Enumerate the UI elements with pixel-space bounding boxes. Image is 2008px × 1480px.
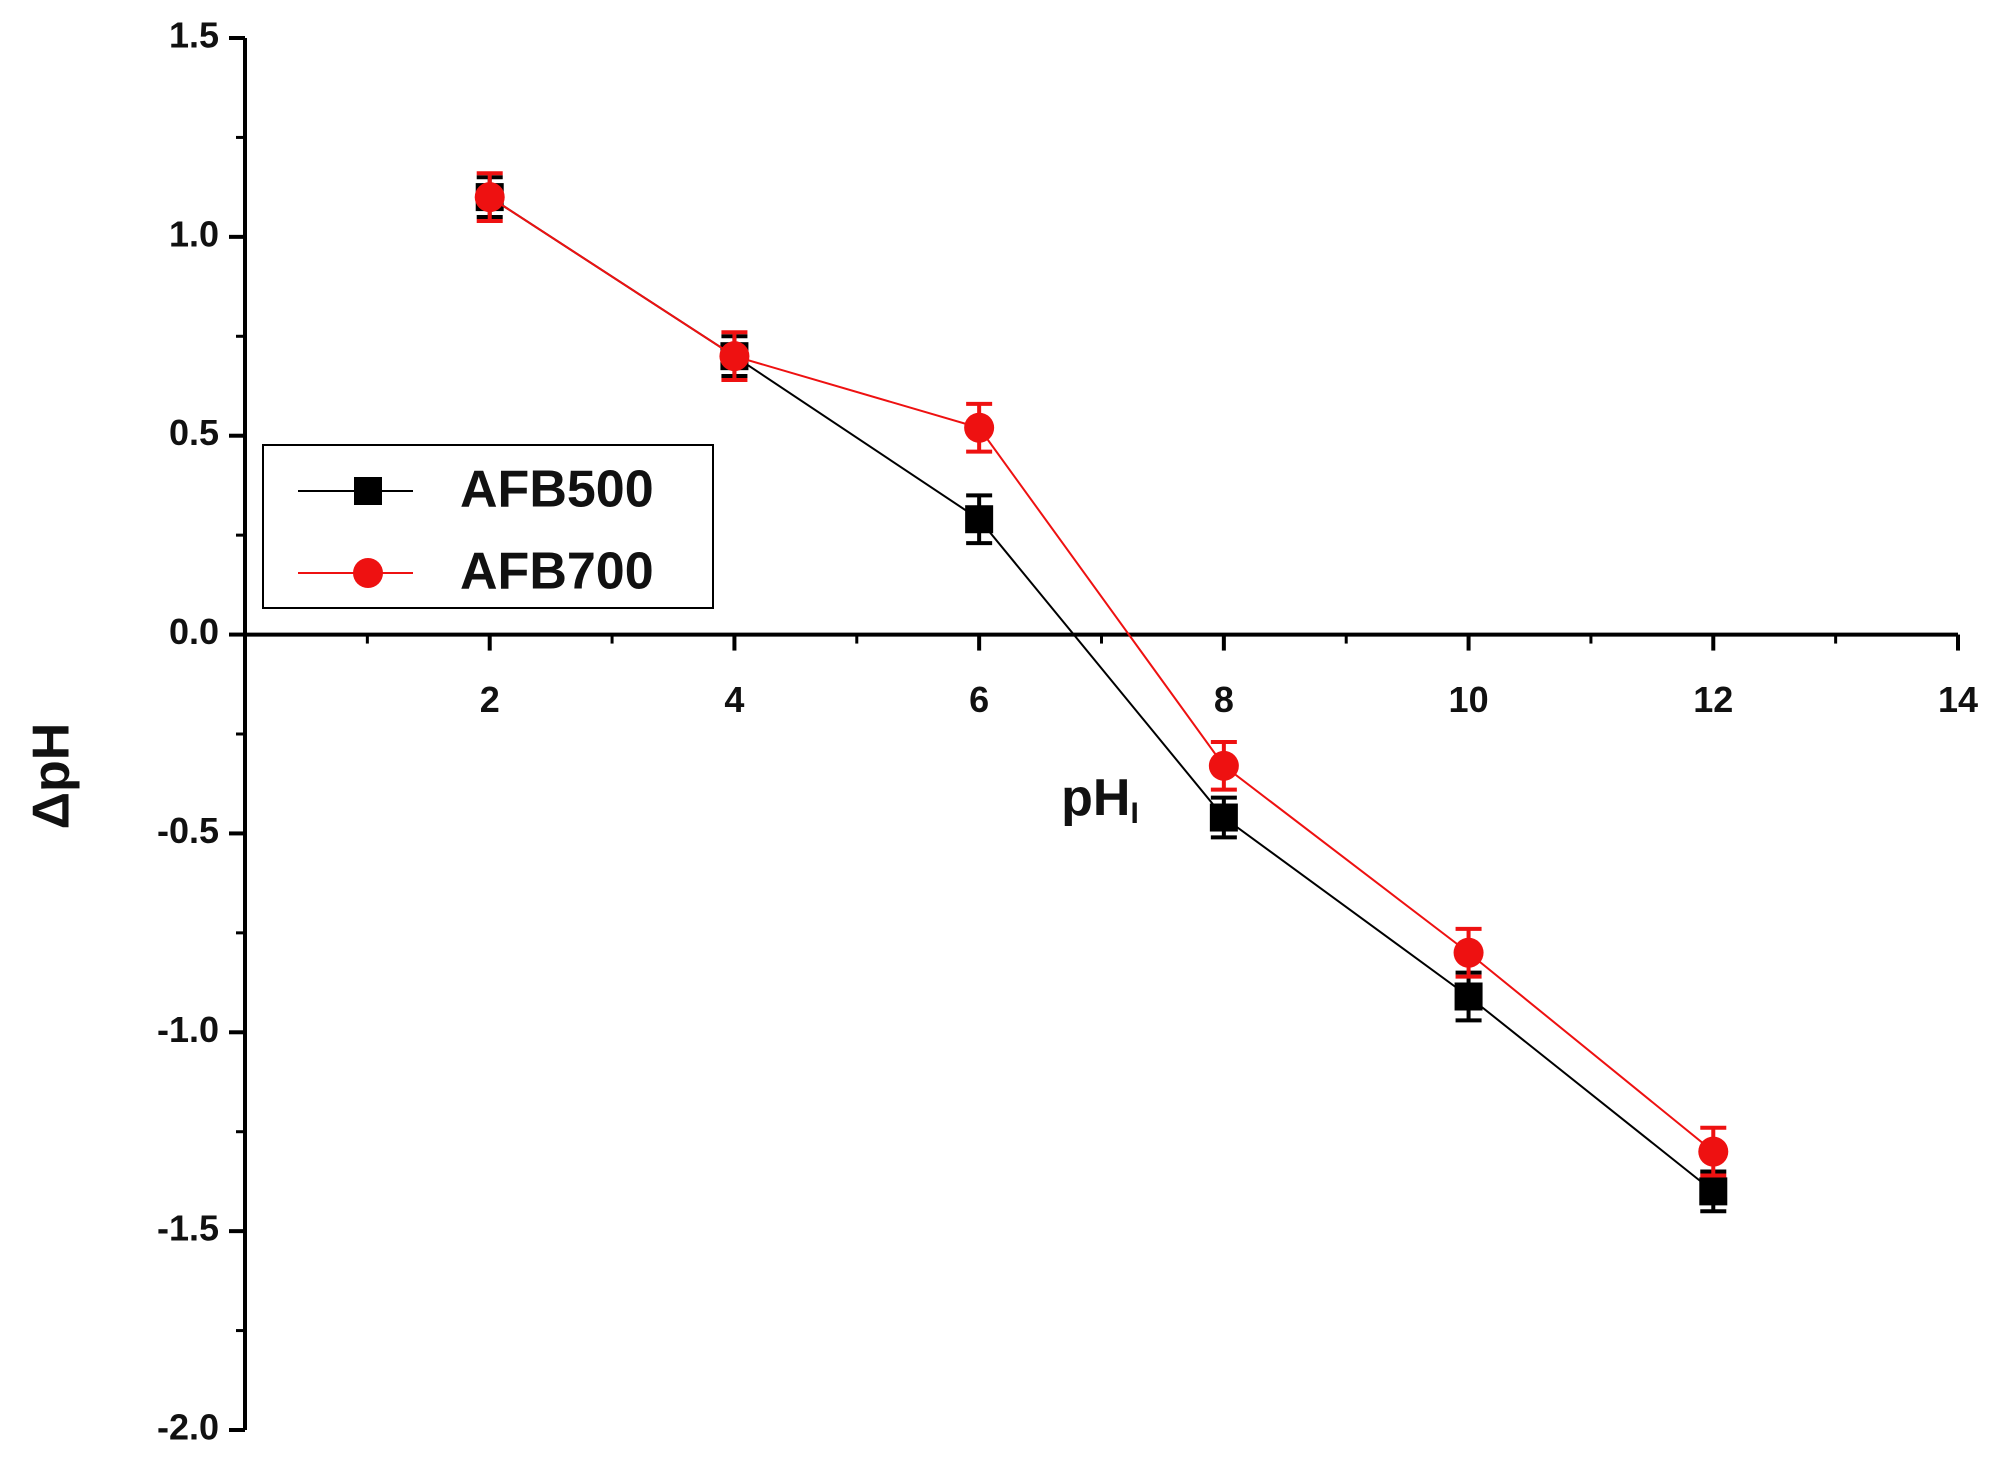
marker [1698,1136,1729,1167]
y-tick-label: 0.0 [169,611,219,652]
y-tick-label: -1.5 [157,1208,219,1249]
x-axis-label: pHI [1061,769,1139,830]
y-tick-label: -1.0 [157,1009,219,1050]
x-tick-label: 10 [1449,679,1489,720]
x-axis-label-subscript: I [1130,797,1138,830]
marker [1699,1177,1728,1206]
y-tick-label: 0.5 [169,412,219,453]
legend-box [262,444,714,609]
marker [719,341,750,372]
x-tick-label: 6 [969,679,989,720]
series-line [489,196,1714,1153]
legend-marker [353,558,383,588]
y-axis-label: ΔpH [23,723,81,830]
y-tick-label: 1.5 [169,15,219,56]
x-tick-label: 4 [724,679,744,720]
legend-marker [354,477,382,505]
x-tick-label: 2 [480,679,500,720]
legend-label: AFB700 [460,543,654,601]
y-tick-label: -0.5 [157,810,219,851]
marker [965,505,994,534]
x-tick-label: 14 [1938,679,1978,720]
series-line [489,196,1714,1193]
legend-label: AFB500 [460,461,654,519]
x-tick-label: 12 [1693,679,1733,720]
marker [474,182,505,213]
marker [964,412,995,443]
marker [1453,937,1484,968]
x-tick-label: 8 [1214,679,1234,720]
x-axis-label-main: pH [1061,769,1130,827]
marker [1209,803,1238,832]
marker [1208,750,1239,781]
y-tick-label: -2.0 [157,1407,219,1448]
y-tick-label: 1.0 [169,213,219,254]
marker [1454,982,1483,1011]
